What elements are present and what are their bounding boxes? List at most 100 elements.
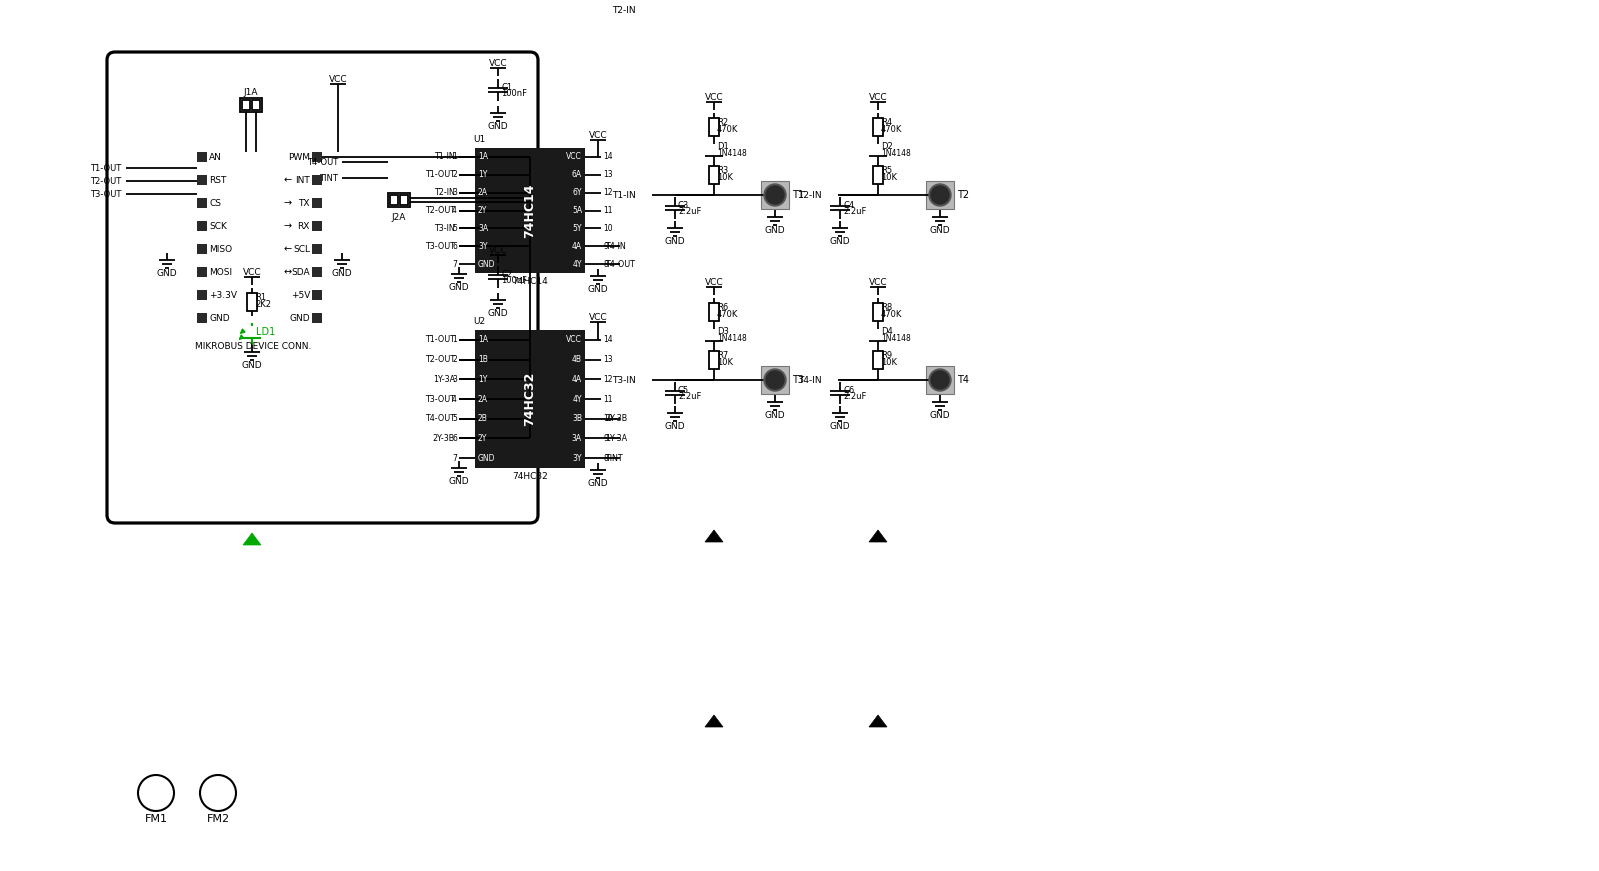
- Text: 10K: 10K: [881, 172, 897, 181]
- Text: VCC: VCC: [705, 278, 723, 287]
- Text: 2.2uF: 2.2uF: [678, 391, 702, 401]
- Text: VCC: VCC: [489, 246, 507, 254]
- Bar: [197, 267, 206, 277]
- Text: 3: 3: [453, 188, 457, 197]
- Text: GND: GND: [449, 476, 470, 486]
- Text: 14: 14: [603, 152, 612, 161]
- Text: 470K: 470K: [716, 125, 739, 133]
- Text: U2: U2: [473, 316, 484, 326]
- Text: 2.2uF: 2.2uF: [843, 391, 867, 401]
- Text: GND: GND: [764, 410, 785, 420]
- Text: R6: R6: [716, 302, 728, 312]
- Text: 1N4148: 1N4148: [881, 334, 911, 342]
- Text: T4: T4: [956, 375, 969, 385]
- Text: D1: D1: [716, 141, 729, 151]
- Text: 10K: 10K: [716, 172, 732, 181]
- Text: T4-OUT: T4-OUT: [307, 158, 337, 166]
- Circle shape: [929, 369, 951, 391]
- Text: T3-IN: T3-IN: [435, 224, 456, 233]
- Text: 1: 1: [453, 335, 457, 344]
- Text: 1Y-3A: 1Y-3A: [433, 375, 456, 384]
- Text: R2: R2: [716, 118, 728, 126]
- Text: RST: RST: [209, 175, 227, 185]
- Text: C4: C4: [843, 200, 854, 210]
- Circle shape: [931, 371, 948, 389]
- Text: 74HC14: 74HC14: [512, 276, 548, 286]
- Bar: [240, 98, 262, 112]
- Text: 74HC14: 74HC14: [523, 183, 537, 238]
- Text: SCK: SCK: [209, 221, 227, 231]
- Text: C2: C2: [500, 269, 512, 279]
- Text: 2Y-3B: 2Y-3B: [433, 434, 456, 443]
- Text: 10: 10: [603, 415, 612, 423]
- Text: T4-OUT: T4-OUT: [604, 260, 635, 268]
- Text: 470K: 470K: [716, 309, 739, 319]
- Text: GND: GND: [929, 410, 950, 420]
- Text: GND: GND: [331, 268, 352, 278]
- Text: 4B: 4B: [572, 355, 582, 364]
- Text: 5A: 5A: [572, 206, 582, 215]
- Text: PWM: PWM: [288, 152, 310, 161]
- Text: R7: R7: [716, 350, 728, 360]
- Text: 2.2uF: 2.2uF: [678, 206, 702, 215]
- Text: 100nF: 100nF: [500, 89, 528, 98]
- Bar: [241, 100, 249, 110]
- Text: 2B: 2B: [478, 415, 488, 423]
- Bar: [197, 290, 206, 300]
- Text: 1A: 1A: [478, 152, 488, 161]
- Text: 4A: 4A: [572, 375, 582, 384]
- Text: 2K2: 2K2: [254, 300, 270, 308]
- Bar: [475, 148, 585, 273]
- Circle shape: [931, 186, 948, 204]
- Text: T3: T3: [792, 375, 804, 385]
- Text: T2: T2: [956, 190, 969, 200]
- Text: GND: GND: [764, 226, 785, 234]
- Text: 74HC32: 74HC32: [523, 372, 537, 426]
- Bar: [390, 195, 398, 205]
- Bar: [389, 193, 409, 207]
- Polygon shape: [868, 530, 887, 542]
- Text: 1Y-3A: 1Y-3A: [604, 434, 627, 443]
- Text: INT: INT: [296, 175, 310, 185]
- Bar: [926, 366, 955, 394]
- Circle shape: [764, 184, 787, 206]
- Bar: [761, 366, 788, 394]
- Text: VCC: VCC: [705, 92, 723, 102]
- Text: T1-IN: T1-IN: [612, 191, 636, 199]
- Text: 2.2uF: 2.2uF: [843, 206, 867, 215]
- Text: 14: 14: [603, 335, 612, 344]
- Polygon shape: [705, 715, 723, 727]
- Text: 2: 2: [453, 355, 457, 364]
- Polygon shape: [868, 715, 887, 727]
- Text: T3-OUT: T3-OUT: [425, 395, 456, 403]
- Text: 7: 7: [453, 454, 457, 463]
- Text: 3Y: 3Y: [572, 454, 582, 463]
- Text: T4-IN: T4-IN: [798, 375, 822, 384]
- Text: T3-OUT: T3-OUT: [90, 190, 122, 199]
- Bar: [197, 175, 206, 185]
- Text: VCC: VCC: [566, 152, 582, 161]
- Text: GND: GND: [289, 314, 310, 322]
- Text: SCL: SCL: [293, 245, 310, 253]
- Text: 10: 10: [603, 224, 612, 233]
- Polygon shape: [243, 533, 261, 545]
- Circle shape: [929, 184, 951, 206]
- Text: 3A: 3A: [478, 224, 488, 233]
- Text: 1N4148: 1N4148: [716, 148, 747, 158]
- Bar: [708, 351, 720, 369]
- Text: 1A: 1A: [478, 335, 488, 344]
- Bar: [708, 303, 720, 321]
- Text: GND: GND: [241, 361, 262, 369]
- Text: 100nF: 100nF: [500, 275, 528, 285]
- Text: FM1: FM1: [144, 814, 168, 824]
- Text: 6Y: 6Y: [572, 188, 582, 197]
- Bar: [312, 221, 321, 231]
- Text: 11: 11: [603, 206, 612, 215]
- Bar: [253, 100, 261, 110]
- Text: 5: 5: [453, 415, 457, 423]
- Bar: [873, 303, 883, 321]
- Text: 1Y: 1Y: [478, 171, 488, 179]
- Bar: [197, 198, 206, 208]
- Text: →: →: [285, 198, 293, 208]
- Text: 12: 12: [603, 375, 612, 384]
